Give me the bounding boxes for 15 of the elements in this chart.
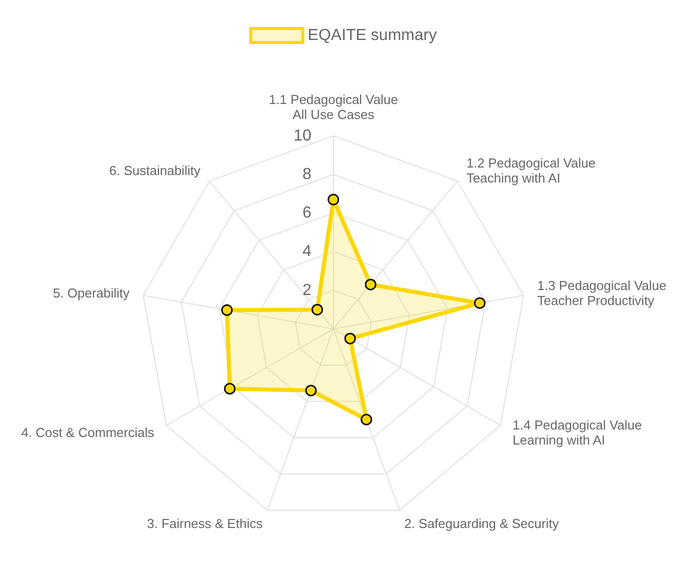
spoke-label: 1.1 Pedagogical Value All Use Cases bbox=[268, 92, 398, 122]
y-tick-label: 10 bbox=[294, 127, 312, 144]
y-tick-label: 4 bbox=[302, 243, 312, 260]
y-tick-label: 6 bbox=[302, 204, 312, 222]
spoke-label: 1.3 Pedagogical Value Teacher Productivity bbox=[537, 278, 666, 308]
y-tick-label: 2 bbox=[302, 282, 312, 299]
spoke-label: 2. Safeguarding & Security bbox=[404, 516, 560, 531]
spoke-label: 5. Operability bbox=[52, 285, 130, 300]
y-tick-label: 8 bbox=[302, 166, 312, 183]
spoke-label: 1.4 Pedagogical Value Learning with AI bbox=[512, 417, 642, 448]
spoke-label: 1.2 Pedagogical Value Teaching with AI bbox=[466, 155, 596, 186]
legend-label: EQAITE summary bbox=[308, 27, 437, 44]
spoke-label: 6. Sustainability bbox=[109, 162, 201, 178]
spoke-label: 4. Cost & Commercials bbox=[21, 424, 155, 440]
spoke-label: 3. Fairness & Ethics bbox=[146, 516, 264, 531]
